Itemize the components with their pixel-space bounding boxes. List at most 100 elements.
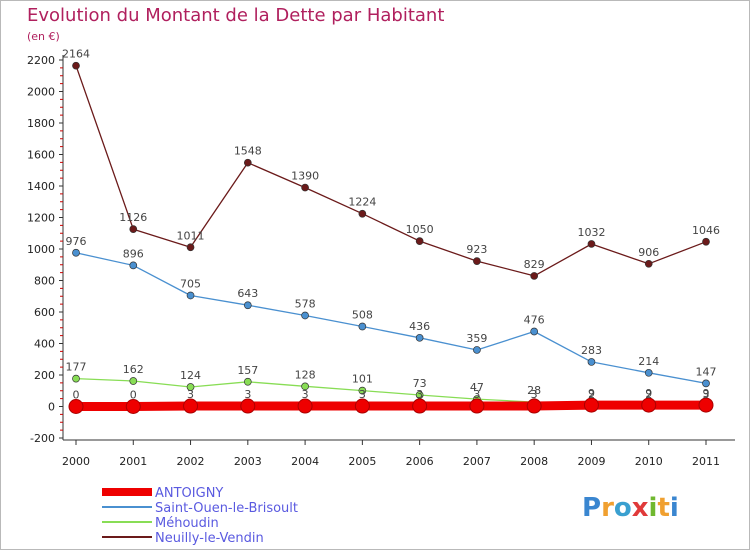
data-point (358, 209, 367, 218)
data-point (183, 398, 199, 414)
data-point (243, 377, 252, 386)
data-label: 9 (588, 387, 595, 400)
data-label: 283 (581, 344, 602, 357)
data-label: 157 (237, 364, 258, 377)
data-label: 3 (473, 388, 480, 401)
data-point (129, 377, 138, 385)
series-line-saint-ouen-le-brisoult (75, 252, 707, 384)
x-tick-label: 2002 (177, 455, 205, 468)
data-point (301, 311, 309, 320)
x-tick-label: 2011 (692, 455, 720, 468)
x-tick-label: 2004 (291, 455, 319, 468)
data-label: 923 (466, 243, 487, 256)
y-tick-label: 800 (34, 275, 55, 288)
data-label: 0 (130, 389, 137, 402)
data-label: 643 (237, 287, 258, 300)
data-point (644, 259, 653, 268)
data-point (530, 327, 539, 336)
data-labels: 0 0 3 3 3 3 3 3 3 9 9 99768967056435785084363594762… (62, 48, 720, 402)
data-point (412, 398, 428, 414)
data-point (473, 346, 481, 354)
x-ticks: 2000 2001 2002 2003 2004 2005 2006 2007 2008 2009… (62, 440, 720, 468)
data-point (72, 248, 80, 257)
proxiti-logo: Proxiti (582, 493, 679, 523)
x-tick-label: 2001 (119, 455, 147, 468)
data-point (243, 301, 252, 310)
y-tick-label: 1600 (27, 149, 55, 162)
data-point (469, 398, 485, 414)
series-line-neuilly-le-vendin (75, 65, 707, 277)
data-point (129, 225, 138, 234)
legend-label: ANTOIGNY (155, 486, 223, 501)
data-point (415, 237, 424, 245)
data-point (587, 240, 596, 248)
y-tick-label: 1000 (27, 243, 55, 256)
data-point (297, 398, 313, 414)
data-label: 101 (352, 373, 373, 386)
data-point (583, 397, 599, 413)
data-label: 1126 (119, 211, 147, 224)
data-label: 128 (295, 368, 316, 381)
data-label: 147 (696, 365, 717, 378)
y-tick-label: 1200 (27, 212, 55, 225)
data-point (358, 322, 367, 331)
data-point (243, 158, 252, 167)
data-label: 214 (638, 355, 659, 368)
data-point (129, 261, 138, 270)
y-ticks: -200 0 200 400 600 800 1000 1200 1400 1600 1800 200… (27, 54, 63, 445)
data-label: 578 (295, 297, 316, 310)
x-tick-label: 2010 (635, 455, 663, 468)
data-label: 3 (531, 388, 538, 401)
data-label: 705 (180, 277, 201, 290)
data-label: 1548 (234, 145, 262, 158)
series-line-antoigny (71, 400, 711, 411)
data-point (186, 243, 195, 252)
data-point (644, 368, 653, 377)
data-label: 3 (359, 388, 366, 401)
x-tick-label: 2003 (234, 455, 262, 468)
data-point (698, 397, 714, 413)
data-label: 0 (73, 389, 80, 402)
data-label: 1046 (692, 224, 720, 237)
x-tick-label: 2000 (62, 455, 90, 468)
data-label: 1032 (577, 226, 605, 239)
data-label: 124 (180, 369, 201, 382)
data-label: 3 (244, 388, 251, 401)
data-point (702, 237, 710, 246)
y-tick-label: 2000 (27, 86, 55, 99)
data-label: 976 (66, 235, 87, 248)
data-point (240, 398, 256, 414)
data-label: 1224 (348, 196, 376, 209)
chart-title: Evolution du Montant de la Dette par Hab… (27, 5, 444, 26)
data-label: 73 (413, 377, 427, 390)
logo-text: Proxiti (582, 493, 679, 523)
data-point (526, 398, 542, 414)
data-label: 9 (703, 387, 710, 400)
data-point (641, 397, 657, 413)
y-tick-label: 2200 (27, 54, 55, 67)
legend-label: Saint-Ouen-le-Brisoult (155, 501, 298, 516)
data-label: 359 (466, 332, 487, 345)
data-label: 3 (416, 388, 423, 401)
data-label: 1011 (177, 229, 205, 242)
data-point (415, 333, 424, 342)
series-layer (68, 61, 714, 414)
data-label: 2 (588, 388, 595, 401)
y-tick-label: -200 (30, 432, 55, 445)
y-tick-label: 1800 (27, 117, 55, 130)
data-label: 476 (524, 314, 545, 327)
data-point (68, 399, 84, 414)
legend-label: Neuilly-le-Vendin (155, 531, 264, 546)
data-point (301, 183, 309, 192)
data-label: 829 (524, 258, 545, 271)
data-point (72, 61, 80, 70)
y-tick-label: 0 (48, 401, 55, 414)
legend-label: Méhoudin (155, 516, 219, 531)
data-point (125, 399, 141, 414)
x-tick-label: 2006 (406, 455, 434, 468)
data-label: 436 (409, 320, 430, 333)
data-label: 162 (123, 363, 144, 376)
data-label: 1050 (406, 223, 434, 236)
